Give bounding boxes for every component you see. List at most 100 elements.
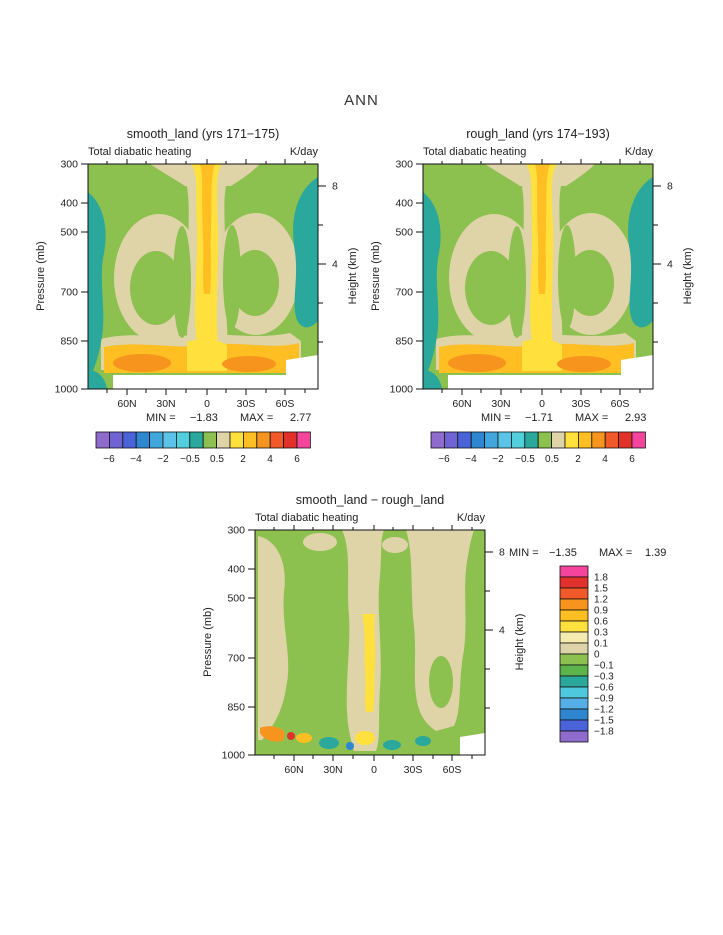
variable-label: Total diabatic heating [423, 146, 526, 158]
colorbar-cell [559, 609, 589, 622]
units-label: K/day [457, 512, 486, 524]
pressure-tick-label: 400 [60, 198, 78, 210]
lat-tick-label: 60S [443, 764, 462, 776]
lat-tick-label: 60N [117, 398, 136, 410]
lat-tick-label: 30S [572, 398, 591, 410]
colorbar-label: 1.8 [594, 573, 608, 584]
height-tick-label: 4 [332, 259, 338, 271]
lat-tick-label: 0 [204, 398, 210, 410]
max-label: MAX = [240, 412, 273, 424]
colorbar-cell [559, 620, 589, 633]
lat-tick-label: 60N [452, 398, 471, 410]
pressure-tick-label: 300 [227, 525, 245, 537]
pressure-tick-label: 700 [60, 287, 78, 299]
colorbar-cell [559, 631, 589, 644]
difference-colorbar: 1.8 1.5 1.2 0.9 0.6 0.3 0.1 0 −0.1 −0.3 … [559, 565, 614, 743]
panel-title: smooth_land (yrs 171−175) [127, 127, 280, 141]
lat-tick-label: 60N [284, 764, 303, 776]
colorbar-label: 0.1 [594, 639, 608, 650]
colorbar-cell [559, 664, 589, 677]
lat-tick-label: 30N [491, 398, 510, 410]
lat-tick-label: 60S [276, 398, 295, 410]
units-label: K/day [290, 146, 319, 158]
colorbar-cell [559, 565, 589, 578]
colorbar-label: 0.9 [594, 606, 608, 617]
min-label: MIN = [509, 547, 539, 559]
panel-title: smooth_land − rough_land [296, 493, 444, 507]
colorbar-cell [559, 642, 589, 655]
colorbar-label: −1.8 [594, 727, 614, 738]
y-axis-label-right: Height (km) [347, 248, 359, 305]
minmax-row: MIN = −1.83 MAX = 2.77 [146, 412, 311, 424]
panel-colorbar [430, 431, 646, 466]
contour-field [255, 530, 485, 755]
y-axis-label-left: Pressure (mb) [202, 607, 214, 677]
pressure-tick-label: 850 [227, 702, 245, 714]
max-value: 1.39 [645, 547, 666, 559]
pressure-tick-label: 1000 [390, 384, 414, 396]
min-label: MIN = [146, 412, 176, 424]
colorbar-cell [559, 697, 589, 710]
pressure-tick-label: 500 [60, 227, 78, 239]
minmax-row: MIN = −1.71 MAX = 2.93 [481, 412, 646, 424]
units-label: K/day [625, 146, 654, 158]
colorbar-cell [559, 576, 589, 589]
pressure-tick-label: 400 [227, 564, 245, 576]
min-label: MIN = [481, 412, 511, 424]
variable-label: Total diabatic heating [88, 146, 191, 158]
colorbar-cell [559, 653, 589, 666]
colorbar-label: −1.2 [594, 705, 614, 716]
minmax-row: MIN = −1.35 MAX = 1.39 [509, 547, 666, 559]
colorbar-label: −0.3 [594, 672, 614, 683]
y-axis-label-left: Pressure (mb) [370, 241, 382, 311]
height-tick-label: 8 [499, 547, 505, 559]
colorbar-cell [559, 719, 589, 732]
panel-smooth-land: smooth_land (yrs 171−175) Total diabatic… [35, 127, 359, 466]
colorbar-label: 0.6 [594, 617, 608, 628]
pressure-tick-label: 850 [395, 336, 413, 348]
max-label: MAX = [599, 547, 632, 559]
colorbar-cell [559, 730, 589, 743]
colorbar-cell [559, 598, 589, 611]
pressure-tick-label: 500 [227, 593, 245, 605]
y-axis-label-right: Height (km) [682, 248, 694, 305]
pressure-tick-label: 850 [60, 336, 78, 348]
panel-rough-land: rough_land (yrs 174−193) Total diabatic … [370, 127, 694, 466]
height-tick-label: 8 [332, 181, 338, 193]
variable-label: Total diabatic heating [255, 512, 358, 524]
colorbar-cell [559, 675, 589, 688]
panel-colorbar [95, 431, 311, 466]
contour-field [88, 164, 318, 389]
colorbar-label: 0.3 [594, 628, 608, 639]
colorbar-cell [559, 708, 589, 721]
colorbar-cell [559, 686, 589, 699]
y-axis-label-left: Pressure (mb) [35, 241, 47, 311]
colorbar-label: −1.5 [594, 716, 614, 727]
max-value: 2.77 [290, 412, 311, 424]
max-value: 2.93 [625, 412, 646, 424]
lat-tick-label: 0 [539, 398, 545, 410]
colorbar-label: 1.5 [594, 584, 608, 595]
height-tick-label: 8 [667, 181, 673, 193]
figure-title: ANN [344, 92, 379, 109]
max-label: MAX = [575, 412, 608, 424]
panel-difference: smooth_land − rough_land Total diabatic … [202, 493, 666, 776]
lat-tick-label: 30S [237, 398, 256, 410]
pressure-tick-label: 400 [395, 198, 413, 210]
colorbar-label: −0.1 [594, 661, 614, 672]
height-tick-label: 4 [499, 625, 505, 637]
y-axis-label-right: Height (km) [514, 614, 526, 671]
lat-tick-label: 30N [323, 764, 342, 776]
height-tick-label: 4 [667, 259, 673, 271]
pressure-tick-label: 500 [395, 227, 413, 239]
colorbar-label: 1.2 [594, 595, 608, 606]
pressure-tick-label: 700 [227, 653, 245, 665]
lat-tick-label: 30N [156, 398, 175, 410]
colorbar-cell [559, 587, 589, 600]
pressure-tick-label: 1000 [222, 750, 246, 762]
lat-tick-label: 30S [404, 764, 423, 776]
pressure-tick-label: 300 [395, 159, 413, 171]
colorbar-label: −0.9 [594, 694, 614, 705]
colorbar-label: 0 [594, 650, 600, 661]
